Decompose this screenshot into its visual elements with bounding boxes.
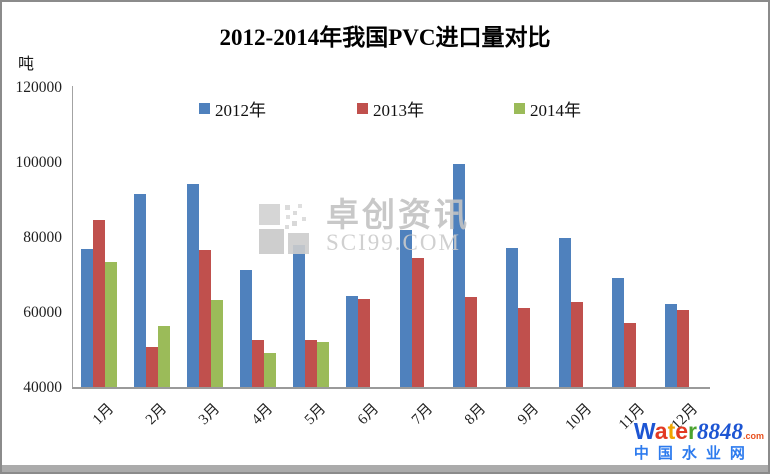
legend-item-2013年: 2013年 (357, 98, 424, 120)
y-tick-60000: 60000 (23, 304, 62, 321)
x-tick-7月: 7月 (408, 400, 436, 429)
chart-title: 2012-2014年我国PVC进口量对比 (219, 25, 551, 50)
plot-area (72, 87, 710, 387)
bar-group-11月 (604, 87, 657, 387)
bar-group-2月 (125, 87, 178, 387)
x-tick-5月: 5月 (302, 400, 330, 429)
y-tick-80000: 80000 (23, 229, 62, 246)
y-tick-40000: 40000 (23, 379, 62, 396)
bar-2014年-4月 (264, 352, 277, 387)
x-axis-line (72, 387, 710, 389)
bar-2012年-12月 (665, 304, 678, 387)
x-tick-8月: 8月 (461, 400, 489, 429)
legend-swatch-icon (514, 102, 525, 114)
y-axis-line (72, 86, 73, 387)
x-tick-9月: 9月 (514, 400, 543, 429)
logo-letter: t (667, 418, 676, 445)
x-tick-4月: 4月 (248, 400, 277, 429)
water8848-logo[interactable]: Water8848.com 中国水业网 (634, 419, 764, 462)
legend-label: 2013年 (373, 100, 424, 120)
logo-letter: r (688, 418, 697, 445)
legend-label: 2014年 (530, 100, 581, 120)
bar-group-8月 (444, 87, 497, 387)
logo-letter: W (633, 418, 655, 445)
bar-2014年-5月 (317, 342, 330, 387)
bar-2012年-2月 (133, 193, 146, 387)
bar-group-6月 (338, 87, 391, 387)
bar-2012年-3月 (186, 184, 199, 387)
y-tick-100000: 100000 (15, 154, 63, 171)
logo-dotcom-text: .com (742, 431, 764, 442)
bar-group-10月 (551, 87, 604, 387)
bar-2013年-2月 (145, 346, 158, 387)
water8848-wordmark: Water8848.com (634, 419, 764, 444)
bar-2013年-5月 (305, 340, 318, 387)
logo-8848-text: 8848 (696, 419, 743, 445)
bar-2014年-1月 (104, 262, 117, 387)
bar-group-9月 (497, 87, 550, 387)
x-tick-1月: 1月 (89, 400, 117, 429)
bar-2012年-4月 (240, 270, 253, 387)
bar-2012年-7月 (399, 230, 412, 387)
bar-2013年-1月 (92, 220, 105, 387)
x-tick-6月: 6月 (355, 400, 383, 429)
x-tick-3月: 3月 (195, 400, 224, 429)
legend-item-2014年: 2014年 (514, 98, 581, 120)
legend-swatch-icon (199, 102, 210, 114)
y-axis-unit-label: 吨 (18, 56, 35, 73)
bar-2013年-4月 (252, 340, 265, 387)
bar-2012年-9月 (505, 247, 518, 387)
bar-group-5月 (285, 87, 338, 387)
legend-item-2012年: 2012年 (199, 98, 266, 120)
bar-group-1月 (72, 87, 125, 387)
logo-letter: a (654, 418, 668, 445)
bar-2014年-2月 (157, 325, 170, 387)
x-tick-2月: 2月 (142, 400, 170, 429)
bar-2012年-8月 (452, 163, 465, 387)
bar-group-4月 (232, 87, 285, 387)
y-tick-120000: 120000 (15, 79, 63, 96)
bottom-gray-bar (2, 465, 768, 472)
bar-2013年-12月 (677, 310, 690, 387)
logo-letter: e (675, 418, 689, 445)
bar-2012年-6月 (346, 295, 359, 387)
bar-2014年-3月 (210, 300, 223, 387)
bar-2012年-5月 (293, 245, 306, 387)
bar-2012年-11月 (612, 277, 625, 387)
bar-2012年-10月 (559, 237, 572, 387)
logo-tagline: 中国水业网 (633, 445, 754, 463)
legend-label: 2012年 (215, 100, 266, 120)
bar-2013年-6月 (358, 298, 371, 387)
bar-group-3月 (178, 87, 231, 387)
bar-2013年-11月 (624, 322, 637, 387)
bar-group-12月 (657, 87, 710, 387)
bar-2013年-3月 (198, 250, 211, 387)
bar-2013年-8月 (464, 296, 477, 387)
bar-2013年-7月 (411, 257, 424, 387)
bar-2013年-9月 (517, 307, 530, 387)
legend-swatch-icon (357, 102, 368, 114)
bar-group-7月 (391, 87, 444, 387)
bar-2012年-1月 (80, 248, 93, 387)
x-tick-10月: 10月 (562, 400, 596, 434)
bar-2013年-10月 (571, 302, 584, 387)
